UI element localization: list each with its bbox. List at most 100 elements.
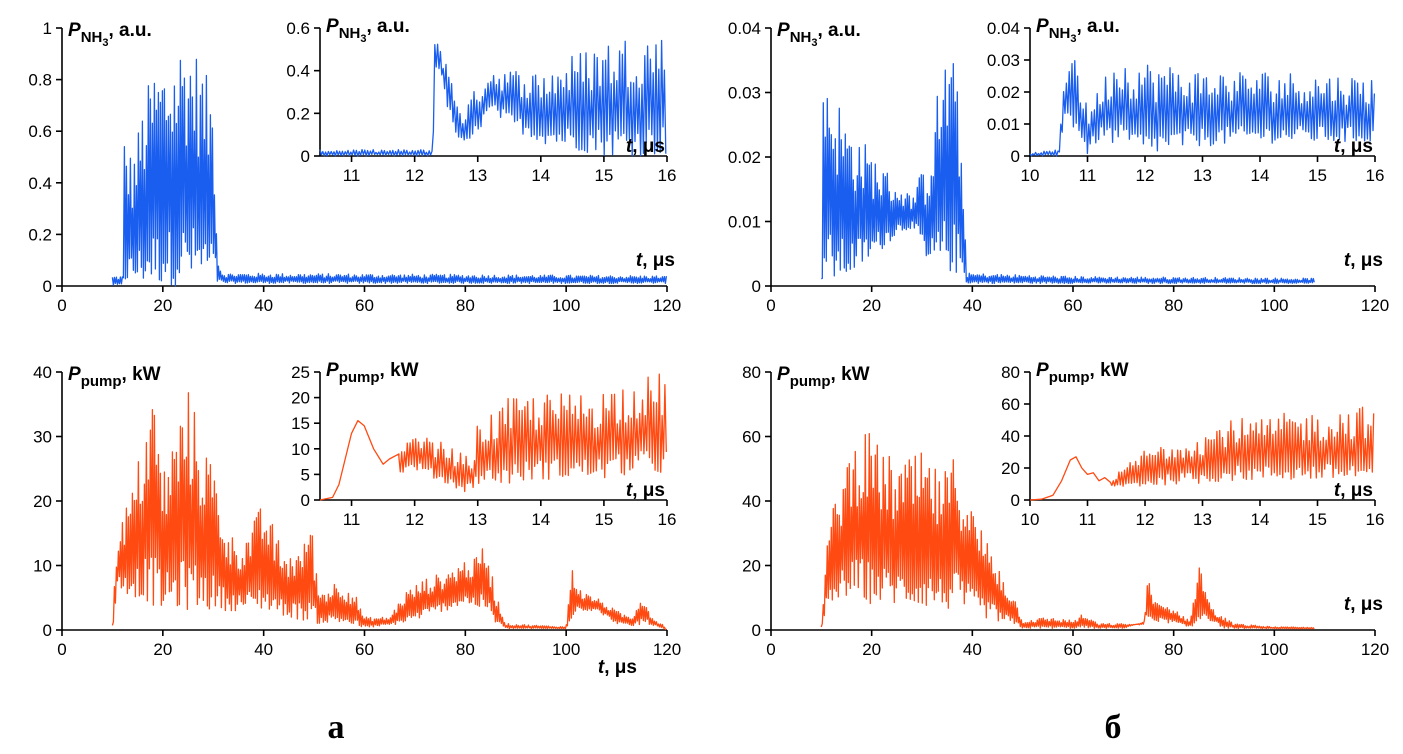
a_bottom-main-y-tick-label: 40 xyxy=(33,363,52,382)
a_bottom-inset-x-tick-label: 11 xyxy=(343,510,361,529)
a_bottom-inset-x-tick-label: 16 xyxy=(658,510,677,529)
b_top-inset-y-tick-label: 0.03 xyxy=(987,51,1020,70)
b_top-main-x-tick-label: 20 xyxy=(862,296,881,315)
b_top-main-y-label: PNH3, a.u. xyxy=(777,20,861,49)
b_bottom-main-series xyxy=(820,432,1315,630)
b_bottom-inset-bg xyxy=(1030,370,1377,500)
a_top-inset-x-tick-label: 13 xyxy=(468,166,487,185)
b_bottom-inset-y-tick-label: 20 xyxy=(1001,459,1020,478)
b_bottom-main-x-tick-label: 100 xyxy=(1260,640,1288,659)
a_bottom-main-y-label: Ppump, kW xyxy=(68,364,161,390)
a_top-main-x-tick-label: 60 xyxy=(355,296,374,315)
b_bottom-main-y-tick-label: 40 xyxy=(742,492,761,511)
b_bottom-inset-series xyxy=(1029,406,1375,501)
a_bottom-main-x-tick-label: 100 xyxy=(552,640,580,659)
a_bottom-inset-y-tick-label: 5 xyxy=(301,465,310,484)
b_bottom-inset-y-tick-label: 80 xyxy=(1001,363,1020,382)
b_top-main-y-tick-label: 0.03 xyxy=(728,84,761,103)
b_top-inset-y-label: PNH3, a.u. xyxy=(1036,16,1120,45)
b_bottom-main-y-tick-label: 60 xyxy=(742,428,761,447)
a_top-main-y-tick-label: 0.2 xyxy=(28,225,52,244)
a_top-inset-y-tick-label: 0.6 xyxy=(286,19,310,38)
a_bottom-inset-y-tick-label: 15 xyxy=(291,414,310,433)
a_top-inset-axes: 11 12 13 14 15 16 0 0.2 0.4 0.6 xyxy=(286,19,676,185)
a_bottom-main-series xyxy=(111,392,667,631)
b_top-main-y-tick-label: 0.02 xyxy=(728,148,761,167)
a_top-main-x-label: t, μs xyxy=(636,250,675,271)
b_top-main-x-tick-label: 80 xyxy=(1164,296,1183,315)
b_top-main-x-tick-label: 100 xyxy=(1260,296,1288,315)
a_top-main-x-tick-label: 0 xyxy=(57,296,66,315)
a_top-main-x-tick-label: 120 xyxy=(653,296,681,315)
a_top-main-x-tick-label: 80 xyxy=(456,296,475,315)
b_bottom-main-x-tick-label: 0 xyxy=(766,640,775,659)
a_top-inset-x-tick-label: 11 xyxy=(343,166,361,185)
a_top-inset-x-label: t, μs xyxy=(626,136,665,157)
a_bottom-inset-x-tick-label: 14 xyxy=(531,510,550,529)
b_bottom-inset-y-tick-label: 0 xyxy=(1011,491,1020,510)
a_bottom-inset-x-tick-label: 12 xyxy=(405,510,424,529)
b_top-main-x-tick-label: 60 xyxy=(1064,296,1083,315)
b_bottom-inset-x-tick-label: 10 xyxy=(1021,510,1040,529)
subfigure-label-a: а xyxy=(328,709,345,746)
a_bottom-inset-x-tick-label: 15 xyxy=(594,510,613,529)
a_top-inset-x-tick-label: 14 xyxy=(531,166,550,185)
a_bottom-main-x-label: t, μs xyxy=(598,657,637,678)
b_top-inset-series xyxy=(1029,59,1376,157)
a_bottom-main-x-tick-label: 80 xyxy=(456,640,475,659)
a_bottom-main-x-tick-label: 20 xyxy=(153,640,172,659)
b_bottom-inset-axes: 10 11 12 13 14 15 16 0 20 40 60 80 xyxy=(1001,363,1384,529)
a_top-main-y-tick-label: 0.8 xyxy=(28,71,52,90)
a_bottom-main-y-tick-label: 10 xyxy=(33,557,52,576)
b_bottom-main-axes: 0 20 40 60 80 100 120 0 20 40 60 80 xyxy=(742,363,1389,659)
b_top-main-y-tick-label: 0 xyxy=(752,277,761,296)
b_top-inset-x-tick-label: 14 xyxy=(1251,166,1270,185)
b_top-main-series xyxy=(821,63,1315,285)
a_top-main-y-tick-label: 0 xyxy=(43,277,52,296)
b_bottom-main-x-tick-label: 120 xyxy=(1361,640,1389,659)
b_top-main-y-tick-label: 0.01 xyxy=(728,213,761,232)
b_bottom-main-x-label: t, μs xyxy=(1344,594,1383,615)
b_bottom-inset-y-tick-label: 40 xyxy=(1001,427,1020,446)
a_bottom-inset-y-label: Ppump, kW xyxy=(326,360,419,386)
b_bottom-main-x-tick-label: 40 xyxy=(963,640,982,659)
a_top-inset-y-tick-label: 0.2 xyxy=(286,104,310,123)
b_bottom-inset-y-tick-label: 60 xyxy=(1001,395,1020,414)
b_top-inset-x-tick-label: 15 xyxy=(1308,166,1327,185)
a_top-inset-x-tick-label: 12 xyxy=(405,166,424,185)
b_top-main-x-tick-label: 0 xyxy=(766,296,775,315)
b_bottom-inset-x-tick-label: 12 xyxy=(1136,510,1155,529)
b_top-inset-x-tick-label: 16 xyxy=(1366,166,1385,185)
b_bottom-main-x-tick-label: 80 xyxy=(1164,640,1183,659)
b_top-main-x-label: t, μs xyxy=(1344,250,1383,271)
a_top-main-y-tick-label: 0.6 xyxy=(28,122,52,141)
a_bottom-main-y-tick-label: 20 xyxy=(33,492,52,511)
b_top-inset-x-tick-label: 10 xyxy=(1021,166,1040,185)
subfigure-label-b: б xyxy=(1105,709,1122,746)
a_top-main-x-tick-label: 100 xyxy=(552,296,580,315)
a_bottom-main-x-tick-label: 60 xyxy=(355,640,374,659)
a_bottom-inset-y-tick-label: 0 xyxy=(301,491,310,510)
a_top-main-series xyxy=(111,58,668,287)
b_top-inset-x-label: t, μs xyxy=(1334,136,1373,157)
a_top-main-x-tick-label: 40 xyxy=(254,296,273,315)
b_top-inset-axes: 10 11 12 13 14 15 16 0 0.01 0.02 0.03 0.04 xyxy=(987,19,1385,185)
b_bottom-main-y-tick-label: 20 xyxy=(742,557,761,576)
a_top-main-y-label: PNH3, a.u. xyxy=(68,20,152,49)
b_bottom-inset-x-label: t, μs xyxy=(1334,480,1373,501)
a_bottom-main-y-tick-label: 0 xyxy=(43,621,52,640)
a_bottom-inset-y-tick-label: 25 xyxy=(291,363,310,382)
b_top-main-y-tick-label: 0.04 xyxy=(728,19,761,38)
b_bottom-inset-x-tick-label: 16 xyxy=(1366,510,1385,529)
a_bottom-inset-x-label: t, μs xyxy=(626,480,665,501)
b_bottom-inset-x-tick-label: 15 xyxy=(1308,510,1327,529)
a_bottom-inset-axes: 11 12 13 14 15 16 0 5 10 15 20 25 xyxy=(291,363,676,529)
b_bottom-inset-y-label: Ppump, kW xyxy=(1036,360,1129,386)
b_bottom-main-x-tick-label: 20 xyxy=(862,640,881,659)
a_top-inset-y-tick-label: 0.4 xyxy=(286,62,310,81)
a_bottom-inset-y-tick-label: 20 xyxy=(291,389,310,408)
b_top-inset-x-tick-label: 12 xyxy=(1136,166,1155,185)
